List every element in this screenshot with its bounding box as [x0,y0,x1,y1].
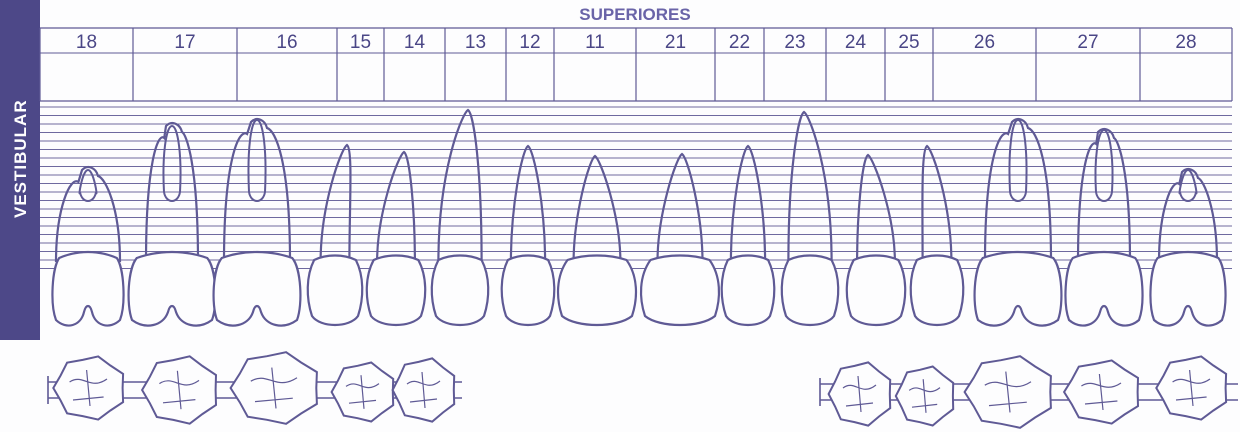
tooth-root [856,153,896,263]
occlusal-fissures [984,371,1032,413]
tooth-crown [845,254,907,327]
occlusal-fissures [1081,373,1122,411]
occlusal-27[interactable] [1062,359,1140,425]
grid-lines: 18 17 16 15 14 13 12 11 21 22 23 24 25 26 27 28 [39,27,1233,269]
tooth-number-28: 28 [1175,32,1196,53]
occlusal-fissures [908,379,941,413]
teeth-layer [51,108,1227,327]
occlusal-18[interactable] [52,355,125,421]
tooth-root [222,118,292,263]
tooth-28[interactable] [1149,168,1227,327]
occlusal-fissures [1172,369,1211,407]
tooth-number-27: 27 [1077,32,1098,53]
tooth-17[interactable] [127,122,217,327]
occlusal-fissures [250,367,298,409]
tooth-number-13: 13 [465,32,486,53]
occlusal-17[interactable] [140,355,218,425]
vestibular-band [0,0,40,340]
tooth-13[interactable] [430,108,490,327]
occlusal-24[interactable] [827,361,892,427]
occlusal-26[interactable] [963,355,1052,429]
tooth-crown [780,254,840,327]
occlusal-14[interactable] [391,357,456,423]
tooth-crown [973,250,1063,327]
tooth-crown [720,254,776,327]
occlusal-15[interactable] [330,361,395,423]
tooth-number-22: 22 [729,32,750,53]
tooth-22[interactable] [720,144,776,327]
tooth-crown [909,254,965,327]
occlusal-fissures [69,369,108,407]
palatal-root [1178,168,1198,202]
tooth-23[interactable] [780,110,840,327]
tooth-root [54,166,122,263]
tooth-number-17: 17 [174,32,195,53]
palatal-root [78,168,98,202]
tooth-27[interactable] [1064,128,1144,327]
occlusal-16[interactable] [229,351,318,425]
tooth-root [572,154,622,263]
tooth-root [787,110,833,263]
palatal-root [1094,128,1114,202]
tooth-15[interactable] [306,143,364,327]
tooth-number-21: 21 [665,32,686,53]
occlusal-fissures [159,370,200,410]
tooth-18[interactable] [51,166,125,327]
palatal-root [1008,118,1028,202]
tooth-number-15: 15 [350,32,371,53]
occlusal-fissures [842,375,877,413]
occlusal-views [47,351,1238,429]
tooth-12[interactable] [500,144,556,327]
tooth-21[interactable] [639,152,721,326]
tooth-crown [365,254,427,327]
tooth-root [1157,168,1219,263]
tooth-number-25: 25 [898,32,919,53]
tooth-root [319,143,352,263]
tooth-16[interactable] [212,118,302,327]
tooth-number-24: 24 [845,32,867,53]
tooth-root [144,122,200,263]
tooth-number-16: 16 [276,32,297,53]
tooth-root [729,144,767,263]
tooth-crown [127,250,217,327]
tooth-root [921,144,953,263]
tooth-crown [51,250,125,327]
palatal-root [247,118,267,202]
tooth-number-26: 26 [974,32,995,53]
tooth-crown [212,250,302,327]
tooth-crown [430,254,490,327]
tooth-crown [556,254,638,326]
occlusal-25[interactable] [894,365,955,427]
tooth-crown [500,254,556,327]
tooth-14[interactable] [365,150,427,327]
tooth-root [509,144,547,263]
occlusal-fissures [345,375,380,409]
tooth-number-23: 23 [784,32,805,53]
arch-title: SUPERIORES [579,5,690,24]
vestibular-label: VESTIBULAR [11,99,30,218]
tooth-11[interactable] [556,154,638,326]
tooth-number-12: 12 [519,32,540,53]
palatal-root [162,124,182,202]
tooth-26[interactable] [973,118,1063,327]
occlusal-28[interactable] [1155,355,1228,421]
tooth-crown [1064,250,1144,327]
tooth-root [983,118,1053,263]
tooth-number-11: 11 [585,32,605,53]
tooth-24[interactable] [845,153,907,327]
tooth-number-18: 18 [76,32,97,53]
tooth-root [437,108,483,263]
tooth-root [376,150,416,263]
tooth-crown [1149,250,1227,327]
occlusal-fissures [406,371,441,409]
tooth-root [1076,128,1132,263]
tooth-25[interactable] [909,144,965,327]
tooth-root [656,152,704,263]
tooth-number-14: 14 [404,32,426,53]
tooth-crown [306,254,364,327]
tooth-crown [639,254,721,326]
